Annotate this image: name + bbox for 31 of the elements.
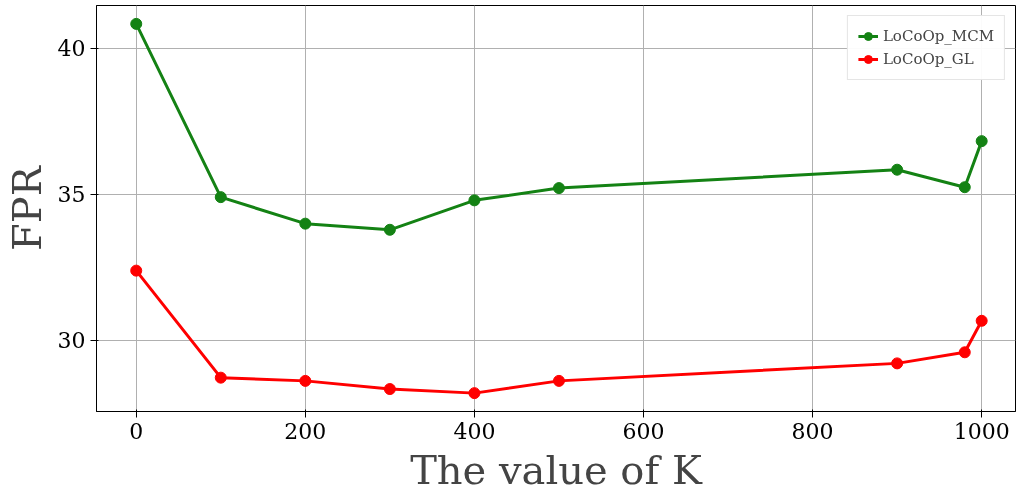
x-tick-label: 200 [284,418,327,444]
y-tick-label: 35 [57,182,86,208]
point [130,17,143,30]
x-tick-label: 0 [129,418,144,444]
point [975,314,988,327]
point [214,191,227,204]
legend-label: LoCoOp_MCM [882,27,994,45]
point [891,163,904,176]
point [958,181,971,194]
point [383,223,396,236]
x-tick-label: 800 [791,418,834,444]
x-tick-label: 600 [622,418,665,444]
legend-label: LoCoOp_GL [882,50,974,68]
point [891,357,904,370]
y-tick-label: 40 [57,36,86,62]
point [552,374,565,387]
point [214,371,227,384]
y-axis-title: FPR [3,164,50,251]
point [975,135,988,148]
x-tick-label: 400 [453,418,496,444]
point [383,383,396,396]
point [468,194,481,207]
point [299,217,312,230]
x-tick-label: 1000 [953,418,1010,444]
point [958,346,971,359]
y-tick-label: 30 [57,328,86,354]
point [299,374,312,387]
point [130,264,143,277]
point [552,182,565,195]
point [468,387,481,400]
x-axis-title: The value of K [410,446,703,493]
